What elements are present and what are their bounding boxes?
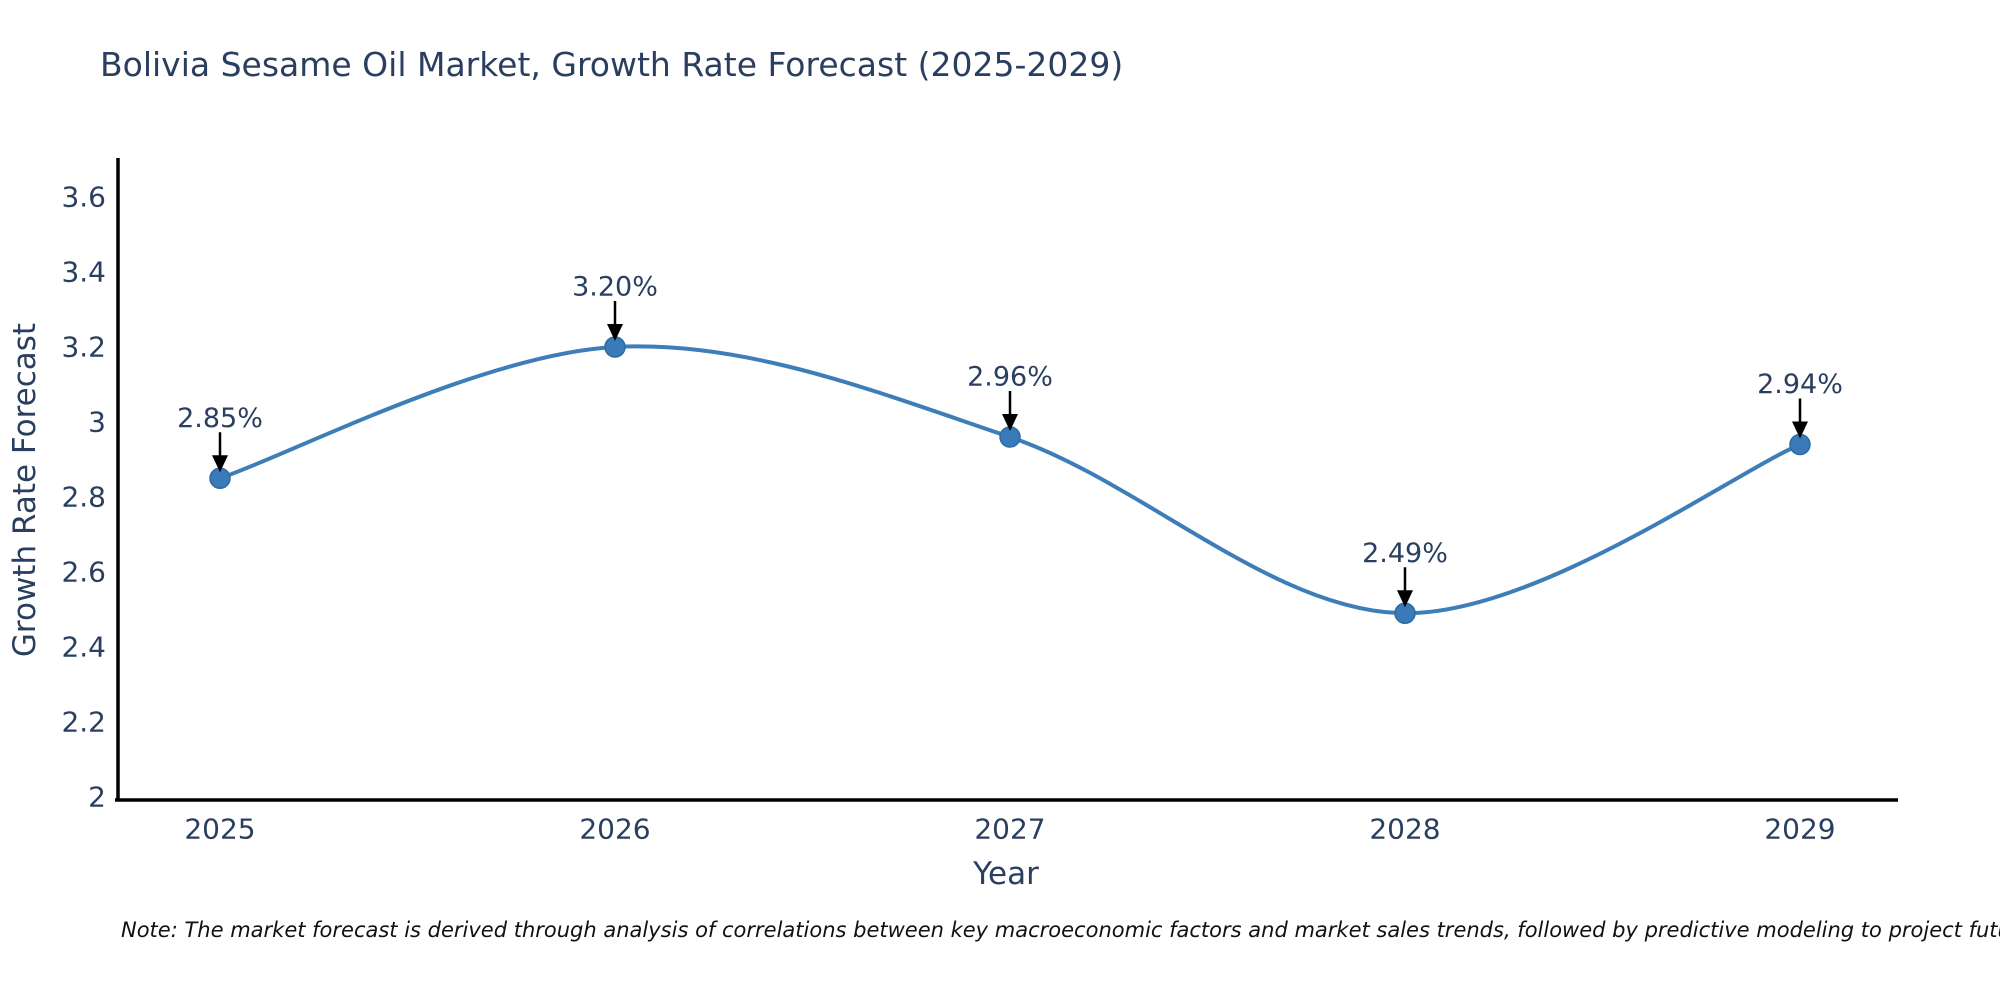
y-tick-label: 2.6 bbox=[61, 556, 106, 589]
x-tick-label: 2025 bbox=[184, 813, 255, 846]
data-point-label: 2.85% bbox=[177, 403, 263, 434]
y-tick-label: 3.4 bbox=[61, 256, 106, 289]
y-tick-label: 2.8 bbox=[61, 481, 106, 514]
x-tick-label: 2027 bbox=[974, 813, 1045, 846]
annotation-arrowhead bbox=[212, 455, 228, 473]
y-tick-label: 2.2 bbox=[61, 706, 106, 739]
data-point-label: 2.49% bbox=[1362, 538, 1448, 569]
annotation-arrowhead bbox=[1397, 590, 1413, 608]
chart-title: Bolivia Sesame Oil Market, Growth Rate F… bbox=[100, 45, 1124, 84]
y-tick-label: 3.6 bbox=[61, 181, 106, 214]
annotation-arrowhead bbox=[1792, 421, 1808, 439]
data-point-label: 3.20% bbox=[572, 272, 658, 303]
y-tick-label: 2.4 bbox=[61, 631, 106, 664]
x-axis-title: Year bbox=[973, 856, 1039, 892]
y-tick-label: 3 bbox=[88, 406, 106, 439]
footnote: Note: The market forecast is derived thr… bbox=[121, 918, 2000, 942]
x-tick-label: 2029 bbox=[1764, 813, 1835, 846]
x-tick-label: 2028 bbox=[1369, 813, 1440, 846]
y-tick-label: 2 bbox=[88, 781, 106, 814]
data-point-label: 2.96% bbox=[967, 362, 1053, 393]
x-tick-label: 2026 bbox=[579, 813, 650, 846]
y-tick-label: 3.2 bbox=[61, 331, 106, 364]
annotation-arrowhead bbox=[1002, 414, 1018, 431]
data-point-label: 2.94% bbox=[1757, 369, 1843, 400]
annotation-arrowhead bbox=[607, 324, 623, 341]
